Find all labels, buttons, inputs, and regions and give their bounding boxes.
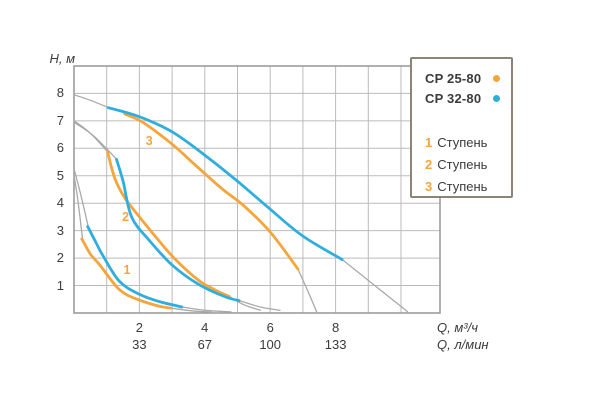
curve-cp-32-80-stage-3 xyxy=(106,106,344,261)
gray-curve-stage3-tail-cp32 xyxy=(341,258,409,313)
legend-box: CP 25-80 CP 32-80 1 Ступень 2 Ступень 3 … xyxy=(410,57,513,198)
gray-curve-stage1-lead-a xyxy=(73,168,90,229)
curve-cp-25-80-stage-3 xyxy=(123,112,300,271)
cp-32-80-color-dot-icon xyxy=(493,94,500,102)
stage-2-word: Ступень xyxy=(437,156,488,172)
gray-curve-stage2-lead-b xyxy=(73,121,118,161)
legend-label-cp-25-80: CP 25-80 xyxy=(425,70,482,86)
stage-3-word: Ступень xyxy=(437,178,488,194)
legend-item-stage-3: 3 Ступень xyxy=(425,175,503,197)
legend-stages: 1 Ступень 2 Ступень 3 Ступень xyxy=(425,131,503,197)
curve-cp-32-80-stage-2 xyxy=(115,157,241,302)
gray-curve-stage3-lead xyxy=(73,94,111,109)
stage-3-number: 3 xyxy=(425,178,433,194)
cp-25-80-color-dot-icon xyxy=(493,74,500,82)
plot-border xyxy=(73,65,441,314)
legend-item-stage-2: 2 Ступень xyxy=(425,153,503,175)
gray-curve-stage2-tail-cp32 xyxy=(238,299,281,311)
legend-item-cp-32-80: CP 32-80 xyxy=(425,88,503,108)
gray-curve-stage1-tail-cp32 xyxy=(181,306,232,313)
legend-label-cp-32-80: CP 32-80 xyxy=(425,90,482,106)
gray-curve-stage1-lead-b xyxy=(73,175,84,239)
stage-2-number: 2 xyxy=(425,156,433,172)
gray-curve-stage3-tail-cp25 xyxy=(297,268,318,313)
legend-item-stage-1: 1 Ступень xyxy=(425,131,503,153)
stage-1-number: 1 xyxy=(425,134,433,150)
curve-cp-32-80-stage-1 xyxy=(86,225,184,309)
curve-cp-25-80-stage-1 xyxy=(80,237,172,310)
stage-1-word: Ступень xyxy=(437,134,488,150)
legend-item-cp-25-80: CP 25-80 xyxy=(425,68,503,88)
gray-curve-stage1-tail-cp25 xyxy=(169,307,212,313)
curve-cp-25-80-stage-2 xyxy=(106,151,231,298)
